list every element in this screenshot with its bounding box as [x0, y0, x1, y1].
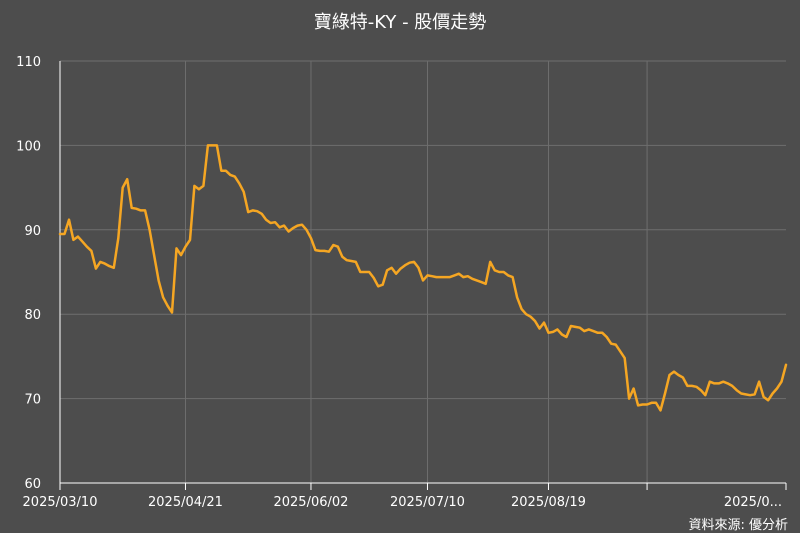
- chart-title: 寶綠特-KY - 股價走勢: [313, 12, 487, 33]
- y-tick-label: 90: [24, 224, 41, 239]
- y-tick-label: 110: [16, 55, 41, 70]
- x-tick-label: 2025/0...: [724, 495, 782, 510]
- x-tick-label: 2025/04/21: [148, 495, 223, 510]
- y-tick-label: 80: [24, 308, 41, 323]
- tick-labels: 60 70 80 90 100 110 2025/03/10 2025/04/21 2025/0…: [16, 55, 782, 510]
- grid-lines: [60, 60, 786, 483]
- y-tick-label: 100: [16, 139, 41, 154]
- y-tick-label: 70: [24, 393, 41, 408]
- x-tick-label: 2025/08/19: [511, 495, 586, 510]
- price-line: [58, 144, 788, 412]
- series-layer: [58, 144, 788, 412]
- x-tick-label: 2025/07/10: [390, 495, 465, 510]
- axes: [59, 61, 787, 490]
- y-tick-label: 60: [24, 477, 41, 492]
- x-tick-label: 2025/03/10: [23, 495, 98, 510]
- source-note: 資料來源: 優分析: [688, 518, 788, 533]
- x-tick-label: 2025/06/02: [273, 495, 348, 510]
